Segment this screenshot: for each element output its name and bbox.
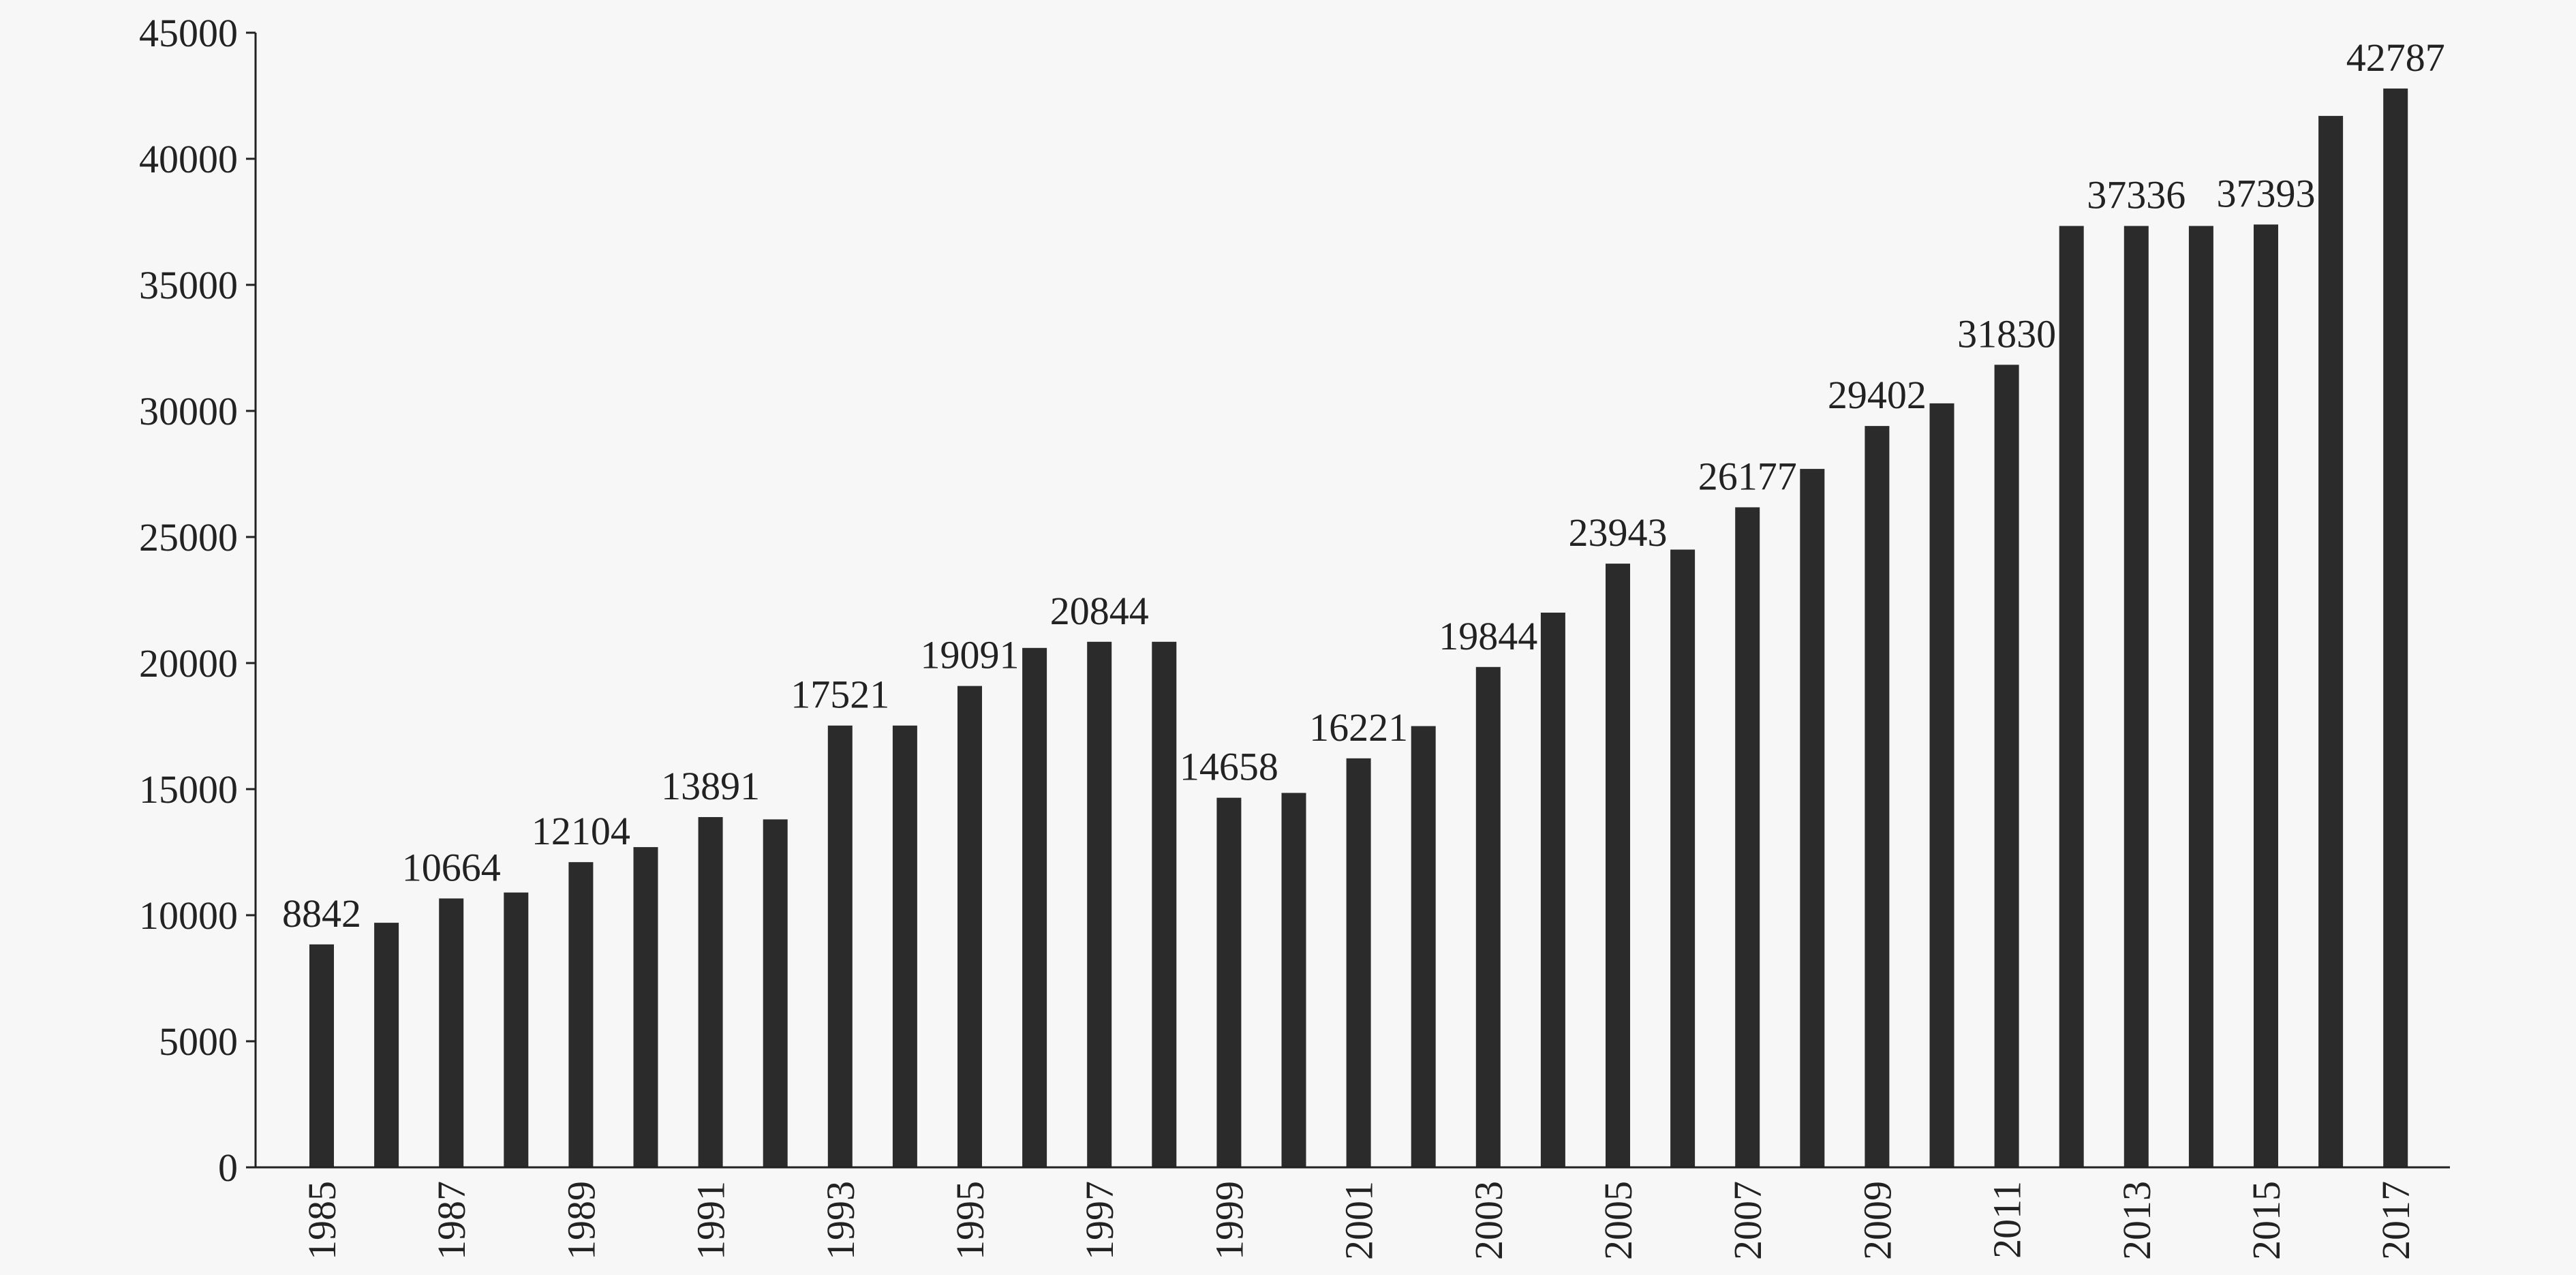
x-tick-label: 1991 [689, 1181, 733, 1260]
data-label: 17521 [791, 673, 889, 717]
bar [1411, 726, 1436, 1167]
x-tick-label: 2015 [2244, 1181, 2288, 1260]
x-tick-label: 1995 [948, 1181, 992, 1260]
bar [2188, 226, 2213, 1167]
bar [1022, 647, 1047, 1167]
bar [827, 725, 853, 1167]
x-tick-label: 1989 [559, 1181, 603, 1260]
data-label: 20844 [1050, 589, 1149, 633]
data-labels: 8842 10664 12104 13891 17521 19091 20844 14658 1… [282, 35, 2445, 936]
bar [2318, 116, 2344, 1168]
x-tick-label: 2009 [1855, 1181, 1899, 1260]
x-tick-label: 1985 [300, 1181, 344, 1260]
bar [504, 892, 529, 1167]
data-label: 8842 [282, 891, 361, 936]
bar [1670, 549, 1696, 1167]
bar [892, 725, 917, 1167]
bar [1929, 403, 1954, 1167]
data-label: 13891 [661, 764, 760, 808]
data-label: 37393 [2217, 171, 2316, 215]
bar [633, 847, 658, 1167]
y-tick-label: 40000 [139, 137, 238, 181]
bar [1152, 641, 1177, 1167]
data-label: 12104 [532, 809, 630, 853]
data-label: 19844 [1439, 614, 1537, 658]
bar [1800, 469, 1825, 1167]
data-label: 26177 [1698, 454, 1797, 498]
bar [1540, 613, 1565, 1167]
y-tick-label: 20000 [139, 641, 238, 686]
bar [1346, 758, 1371, 1167]
x-tick-label: 1999 [1207, 1181, 1251, 1260]
data-label: 29402 [1828, 373, 1927, 417]
x-tick-label: 2005 [1596, 1181, 1640, 1260]
bar [439, 898, 464, 1167]
bar [1216, 797, 1242, 1167]
bar [1281, 793, 1306, 1167]
x-tick-label: 1993 [818, 1181, 863, 1260]
x-tick-label: 2011 [1985, 1181, 2029, 1259]
x-tick-label: 2003 [1467, 1181, 1511, 1260]
y-tick-label: 0 [218, 1146, 238, 1190]
bar [2059, 226, 2084, 1167]
x-tick-label: 2013 [2115, 1181, 2159, 1260]
bar [309, 944, 334, 1167]
data-label: 23943 [1569, 510, 1668, 555]
data-label: 19091 [921, 633, 1019, 677]
bar [374, 923, 399, 1167]
y-tick-label: 10000 [139, 893, 238, 938]
bar [2254, 224, 2278, 1168]
bar [1735, 507, 1760, 1167]
x-tick-label: 2017 [2374, 1181, 2418, 1260]
x-tick-label: 1997 [1077, 1181, 1122, 1260]
bar [2383, 88, 2408, 1168]
bar [1994, 365, 2019, 1167]
bar [568, 862, 594, 1167]
bar [698, 817, 723, 1167]
data-label: 14658 [1180, 745, 1278, 789]
data-label: 16221 [1309, 705, 1408, 750]
x-axis-ticks: 1985 1987 1989 1991 1993 1995 1997 1999 2001 2003… [300, 1181, 2418, 1260]
data-label: 31830 [1957, 311, 2056, 356]
x-tick-label: 1987 [429, 1181, 474, 1260]
y-tick-label: 30000 [139, 389, 238, 433]
data-label: 10664 [402, 845, 501, 889]
x-tick-label: 2001 [1337, 1181, 1381, 1260]
bar [957, 686, 982, 1167]
x-tick-label: 2007 [1726, 1181, 1770, 1260]
bar [763, 819, 788, 1167]
bar [1475, 666, 1501, 1167]
bar [2123, 226, 2149, 1167]
y-tick-label: 45000 [139, 11, 238, 55]
y-tick-label: 35000 [139, 263, 238, 307]
data-label: 37336 [2087, 173, 2186, 217]
bar [1087, 641, 1112, 1167]
bars [309, 88, 2408, 1168]
y-tick-label: 15000 [139, 767, 238, 812]
y-axis-ticks: 0 5000 10000 15000 20000 25000 30000 35000 40000… [139, 11, 256, 1190]
bar [1606, 564, 1630, 1167]
data-label: 42787 [2346, 35, 2445, 80]
y-tick-label: 25000 [139, 515, 238, 559]
bar [1865, 426, 1890, 1167]
y-tick-label: 5000 [159, 1019, 238, 1064]
